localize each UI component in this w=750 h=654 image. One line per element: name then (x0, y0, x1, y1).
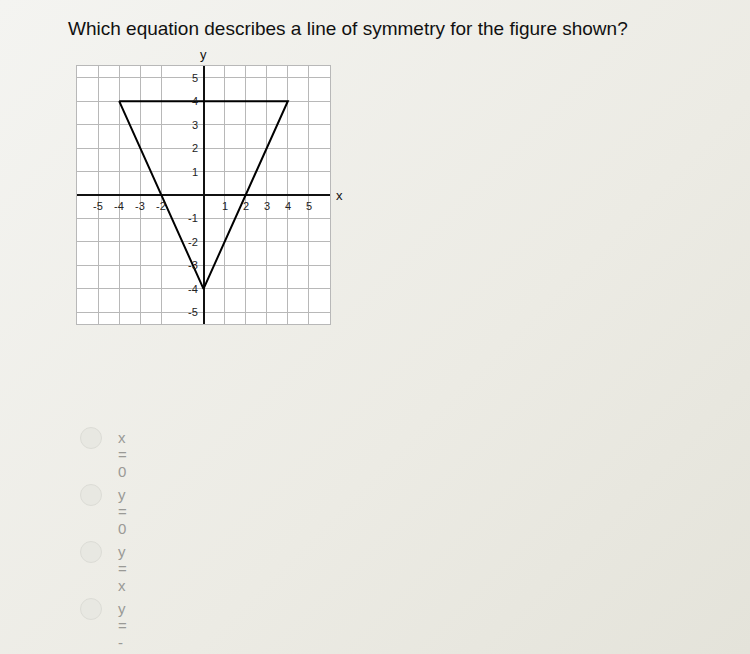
svg-text:x: x (336, 188, 343, 203)
svg-text:-4: -4 (188, 283, 198, 295)
html-text:x = 0: x = 0 (118, 429, 127, 480)
svg-text:5: 5 (192, 72, 198, 84)
svg-text:2: 2 (243, 200, 249, 212)
svg-text:y: y (200, 47, 207, 62)
svg-text:3: 3 (264, 200, 270, 212)
svg-text:4: 4 (192, 95, 198, 107)
svg-text:-1: -1 (188, 212, 198, 224)
html-text:y = x: y = x (118, 543, 127, 594)
svg-text:1: 1 (192, 166, 198, 178)
svg-text:-5: -5 (188, 306, 198, 318)
svg-text:3: 3 (192, 119, 198, 131)
svg-text:4: 4 (285, 200, 291, 212)
html-text:Which equation describes a lin: Which equation describes a line of symme… (68, 18, 628, 39)
svg-text:-3: -3 (188, 259, 198, 271)
svg-text:5: 5 (306, 200, 312, 212)
svg-text:-2: -2 (188, 236, 198, 248)
svg-text:-2: -2 (156, 200, 166, 212)
svg-text:2: 2 (192, 142, 198, 154)
svg-text:1: 1 (222, 200, 228, 212)
svg-text:-4: -4 (114, 200, 124, 212)
svg-text:-3: -3 (135, 200, 145, 212)
svg-text:-5: -5 (93, 200, 103, 212)
html-text:y = 0: y = 0 (118, 486, 127, 537)
